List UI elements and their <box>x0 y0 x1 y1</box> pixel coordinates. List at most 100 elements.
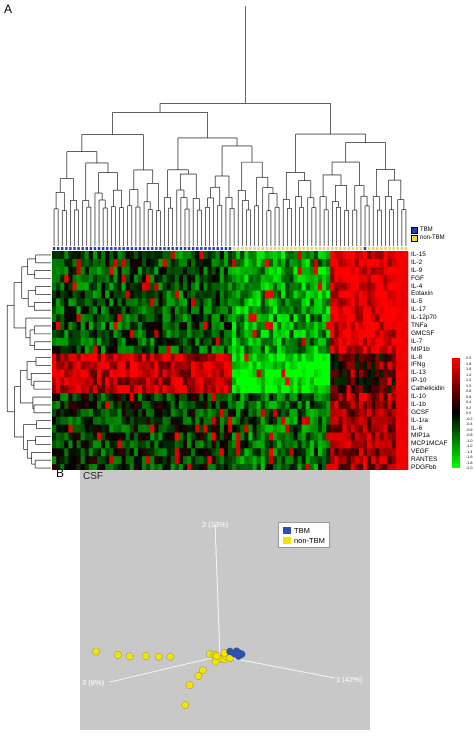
heatmap-cell <box>338 424 343 433</box>
heatmap-cell <box>125 290 131 299</box>
heatmap-cell <box>354 329 360 339</box>
heatmap-cell <box>146 258 151 268</box>
heatmap-cell <box>379 369 384 378</box>
group-marker-tbm <box>224 247 228 250</box>
heatmap-cell <box>101 314 106 323</box>
heatmap-cell <box>88 314 94 323</box>
heatmap-cell <box>301 440 307 449</box>
heatmap-cell <box>268 353 274 362</box>
heatmap-cell <box>146 464 151 470</box>
heatmap-cell <box>322 416 327 425</box>
heatmap-cell <box>60 353 65 362</box>
heatmap-cell <box>395 440 401 449</box>
heatmap-cell <box>350 440 356 449</box>
heatmap-cell <box>133 369 139 378</box>
heatmap-cell <box>375 282 380 291</box>
heatmap-cell <box>297 329 302 339</box>
heatmap-cell <box>322 258 327 268</box>
heatmap-cell <box>199 290 204 299</box>
heatmap-cell <box>182 400 188 410</box>
heatmap-cell <box>326 377 331 386</box>
heatmap-cell <box>371 322 376 331</box>
heatmap-cell <box>358 290 364 299</box>
heatmap-cell <box>158 258 163 268</box>
heatmap-cell <box>313 329 319 339</box>
heatmap-cell <box>92 440 98 449</box>
heatmap-cell <box>387 353 392 362</box>
heatmap-cell <box>375 353 380 362</box>
heatmap-cell <box>72 440 77 449</box>
heatmap-cell <box>252 393 257 402</box>
heatmap-cell <box>195 337 200 347</box>
heatmap-cell <box>137 258 143 268</box>
heatmap-cell <box>256 440 261 449</box>
heatmap-cell <box>268 416 274 425</box>
heatmap-cell <box>72 290 77 299</box>
heatmap-cell <box>187 353 192 362</box>
heatmap-cell <box>178 456 184 465</box>
heatmap-cell <box>227 290 233 299</box>
heatmap-cell <box>154 322 159 331</box>
heatmap-cell <box>199 456 204 465</box>
heatmap-cell <box>313 353 319 362</box>
heatmap-cell <box>162 448 167 457</box>
heatmap-cell <box>387 456 392 465</box>
heatmap-cell <box>268 440 274 449</box>
heatmap-cell <box>289 377 294 386</box>
heatmap-cell <box>387 440 392 449</box>
heatmap-cell <box>268 377 274 386</box>
heatmap-cell <box>322 440 327 449</box>
heatmap-cell <box>350 329 356 339</box>
heatmap-cell <box>342 298 347 307</box>
heatmap-cell <box>354 416 360 425</box>
heatmap-cell <box>207 464 212 470</box>
heatmap-cell <box>395 393 401 402</box>
heatmap-cell <box>142 456 147 465</box>
color-scale-tick: -1.6 <box>466 455 473 459</box>
heatmap-cell <box>244 424 249 433</box>
heatmap-cell <box>182 337 188 347</box>
heatmap-cell <box>383 408 388 418</box>
heatmap-cell <box>317 322 323 331</box>
heatmap-cell <box>232 408 237 418</box>
heatmap-cell <box>342 369 347 378</box>
heatmap-cell <box>211 266 216 275</box>
heatmap-cell <box>101 440 106 449</box>
heatmap-cell <box>227 385 233 394</box>
heatmap-cell <box>387 416 392 425</box>
heatmap-cell <box>387 282 392 291</box>
heatmap-cell <box>80 337 86 347</box>
heatmap-cell <box>154 353 159 362</box>
heatmap-cell <box>219 393 225 402</box>
heatmap-cell <box>399 400 405 410</box>
heatmap-cell <box>322 464 327 470</box>
heatmap-cell <box>199 408 204 418</box>
heatmap-cell <box>227 456 233 465</box>
heatmap-cell <box>346 416 352 425</box>
heatmap-cell <box>285 448 290 457</box>
heatmap-cell <box>264 322 270 331</box>
group-marker-tbm <box>56 247 60 250</box>
heatmap-cell <box>350 361 356 370</box>
heatmap-cell <box>142 353 147 362</box>
heatmap-cell <box>182 440 188 449</box>
heatmap-cell <box>301 306 307 315</box>
heatmap-cell <box>244 416 249 425</box>
heatmap-cell <box>166 464 171 470</box>
heatmap-cell <box>137 353 143 362</box>
heatmap-cell <box>84 314 90 323</box>
group-marker-tbm <box>134 247 138 250</box>
heatmap-cell <box>56 258 61 268</box>
heatmap-cell <box>358 408 364 418</box>
heatmap-cell <box>88 361 94 370</box>
heatmap-cell <box>293 464 298 470</box>
heatmap-cell <box>309 274 315 283</box>
pca-swatch-nontbm <box>283 536 291 544</box>
heatmap-cell <box>52 432 57 441</box>
heatmap-cell <box>142 251 147 260</box>
heatmap-cell <box>80 361 86 370</box>
group-marker-nontbm <box>232 247 236 250</box>
heatmap-cell <box>289 345 294 354</box>
heatmap-cell <box>52 393 57 402</box>
heatmap-cell <box>346 266 352 275</box>
